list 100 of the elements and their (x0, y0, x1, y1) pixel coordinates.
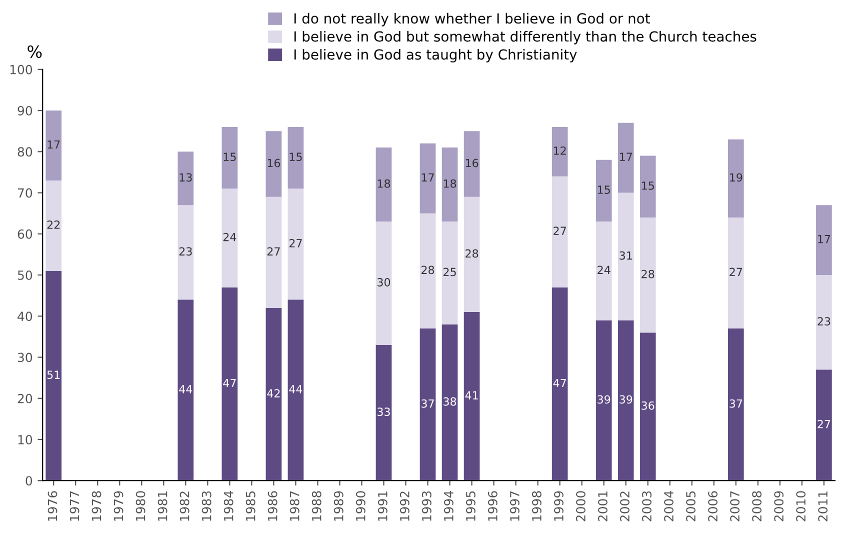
data-label: 16 (268, 158, 280, 168)
x-tick-label: 1987 (290, 491, 300, 521)
data-label: 28 (466, 249, 478, 258)
bar (464, 131, 480, 197)
bar (816, 205, 832, 276)
y-tick-label: 100 (10, 64, 32, 74)
bar (442, 324, 458, 481)
bar (222, 126, 238, 189)
data-label: 44 (179, 385, 192, 394)
bar (464, 312, 480, 481)
bar (288, 126, 304, 189)
bar (376, 148, 392, 222)
bar (728, 328, 744, 481)
data-label: 27 (818, 420, 830, 428)
y-tick-label: 20 (18, 394, 32, 404)
data-label: 18 (378, 179, 390, 188)
data-label: 41 (465, 391, 478, 400)
data-label: 18 (444, 179, 456, 188)
bar (596, 222, 612, 320)
bar (618, 320, 634, 481)
data-label: 47 (553, 378, 566, 388)
bar (552, 287, 568, 481)
data-label: 23 (179, 247, 192, 256)
data-label: 31 (620, 251, 632, 260)
x-tick-label: 1986 (268, 491, 278, 521)
data-label: 42 (267, 389, 280, 398)
data-label: 17 (620, 152, 632, 161)
data-label: 19 (730, 173, 742, 182)
bar (46, 270, 62, 481)
bar (442, 148, 458, 222)
bar (222, 188, 238, 288)
data-label: 13 (180, 173, 192, 182)
data-label: 16 (466, 158, 478, 168)
x-tick-label: 1985 (246, 491, 256, 521)
x-tick-label: 2002 (620, 492, 630, 522)
bar (178, 300, 194, 481)
x-tick-label: 1988 (312, 491, 322, 521)
y-tick-label: 30 (18, 352, 32, 362)
x-tick-label: 2003 (642, 491, 652, 522)
data-label: 15 (290, 152, 302, 162)
data-label: 27 (554, 226, 566, 235)
x-tick-label: 2006 (708, 491, 718, 522)
x-tick-label: 1995 (466, 491, 476, 521)
bar (816, 370, 832, 481)
x-tick-label: 1990 (356, 491, 366, 521)
bar (618, 122, 634, 193)
bar (222, 287, 238, 481)
bar (266, 196, 282, 308)
data-label: 25 (444, 268, 456, 276)
x-tick-label: 1981 (158, 491, 168, 521)
bar (618, 192, 634, 320)
y-axis-title: % (28, 45, 42, 58)
x-tick-label: 2011 (818, 491, 828, 522)
data-label: 24 (223, 232, 236, 242)
data-label: 28 (642, 270, 654, 278)
x-tick-label: 1984 (224, 491, 234, 521)
data-label: 30 (378, 278, 390, 286)
data-label: 37 (422, 399, 434, 408)
legend-label: I do not really know whether I believe in God or not (294, 12, 650, 26)
data-label: 17 (48, 140, 60, 149)
data-label: 17 (818, 235, 830, 244)
legend-label: I believe in God as taught by Christianity (294, 48, 577, 62)
x-tick-label: 1976 (48, 491, 58, 521)
data-label: 36 (642, 401, 654, 410)
y-tick-label: 80 (18, 147, 32, 157)
x-tick-label: 2008 (752, 491, 762, 522)
bar (640, 156, 656, 218)
data-label: 33 (378, 408, 390, 416)
y-tick-label: 60 (18, 229, 32, 239)
data-label: 24 (598, 266, 610, 274)
y-tick-label: 10 (18, 434, 32, 444)
data-label: 27 (730, 268, 742, 276)
x-tick-label: 1994 (444, 491, 454, 521)
bar (288, 300, 304, 481)
bar (596, 160, 612, 222)
x-tick-label: 2000 (576, 491, 586, 522)
bar (420, 213, 436, 328)
x-tick-label: 1982 (180, 492, 190, 521)
y-tick-label: 50 (18, 270, 32, 280)
bar (46, 180, 62, 271)
x-tick-label: 1996 (488, 491, 498, 521)
x-tick-label: 1978 (92, 491, 102, 521)
x-tick-label: 1991 (378, 491, 388, 521)
bar (464, 196, 480, 312)
bar (596, 320, 612, 481)
data-label: 12 (554, 146, 566, 155)
data-label: 22 (47, 220, 60, 229)
data-label: 44 (289, 385, 302, 394)
x-tick-label: 2004 (664, 491, 674, 522)
bar (46, 110, 62, 180)
data-label: 47 (223, 378, 236, 388)
x-tick-label: 1977 (70, 491, 80, 521)
data-label: 17 (422, 173, 434, 182)
bar (552, 176, 568, 288)
y-tick-label: 90 (18, 106, 32, 116)
data-label: 51 (47, 370, 60, 379)
bar (376, 344, 392, 481)
x-tick-label: 1979 (114, 491, 124, 521)
x-tick-label: 1992 (400, 492, 410, 521)
y-tick-label: 40 (18, 312, 32, 322)
